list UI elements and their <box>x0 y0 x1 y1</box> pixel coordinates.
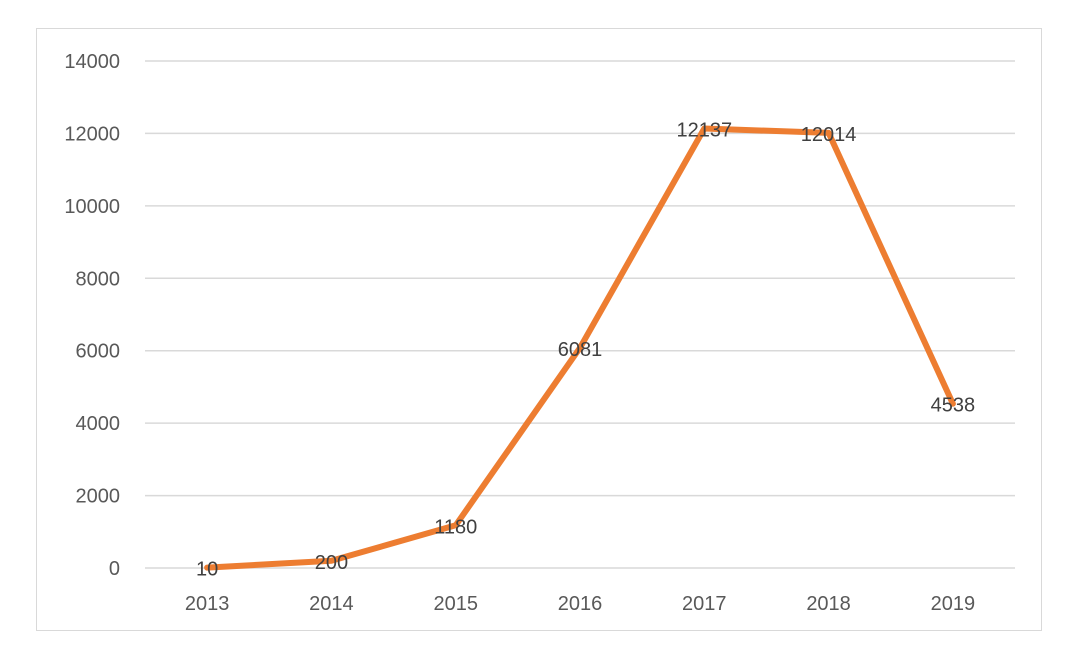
data-labels: 10 200 1180 6081 12137 12014 4538 <box>196 119 975 580</box>
y-tick-label: 6000 <box>76 341 121 363</box>
data-label: 10 <box>196 559 218 581</box>
y-tick-label: 4000 <box>76 413 121 435</box>
data-label: 1180 <box>434 516 477 538</box>
y-tick-label: 12000 <box>64 123 120 145</box>
y-tick-label: 14000 <box>64 51 120 73</box>
x-axis-tick-labels: 2013 2014 2015 2016 2017 2018 2019 <box>185 593 975 615</box>
data-label: 12014 <box>801 124 857 146</box>
y-tick-label: 0 <box>109 558 120 580</box>
x-tick-label: 2016 <box>558 593 603 615</box>
y-tick-label: 2000 <box>76 486 121 508</box>
y-tick-label: 8000 <box>76 268 121 290</box>
x-tick-label: 2014 <box>309 593 354 615</box>
data-label: 6081 <box>558 339 603 361</box>
data-label: 12137 <box>676 119 732 141</box>
gridlines <box>145 60 1015 569</box>
x-tick-label: 2018 <box>806 593 851 615</box>
x-tick-label: 2015 <box>433 593 478 615</box>
x-tick-label: 2019 <box>931 593 976 615</box>
y-axis-tick-labels: 0 2000 4000 6000 8000 10000 12000 14000 <box>64 51 120 580</box>
series-lines <box>204 125 956 571</box>
x-tick-label: 2017 <box>682 593 727 615</box>
data-label: 4538 <box>931 395 976 417</box>
series-line <box>204 125 956 571</box>
data-label: 200 <box>315 552 348 574</box>
chart-frame <box>36 28 1042 631</box>
y-tick-label: 10000 <box>64 196 120 218</box>
x-tick-label: 2013 <box>185 593 230 615</box>
